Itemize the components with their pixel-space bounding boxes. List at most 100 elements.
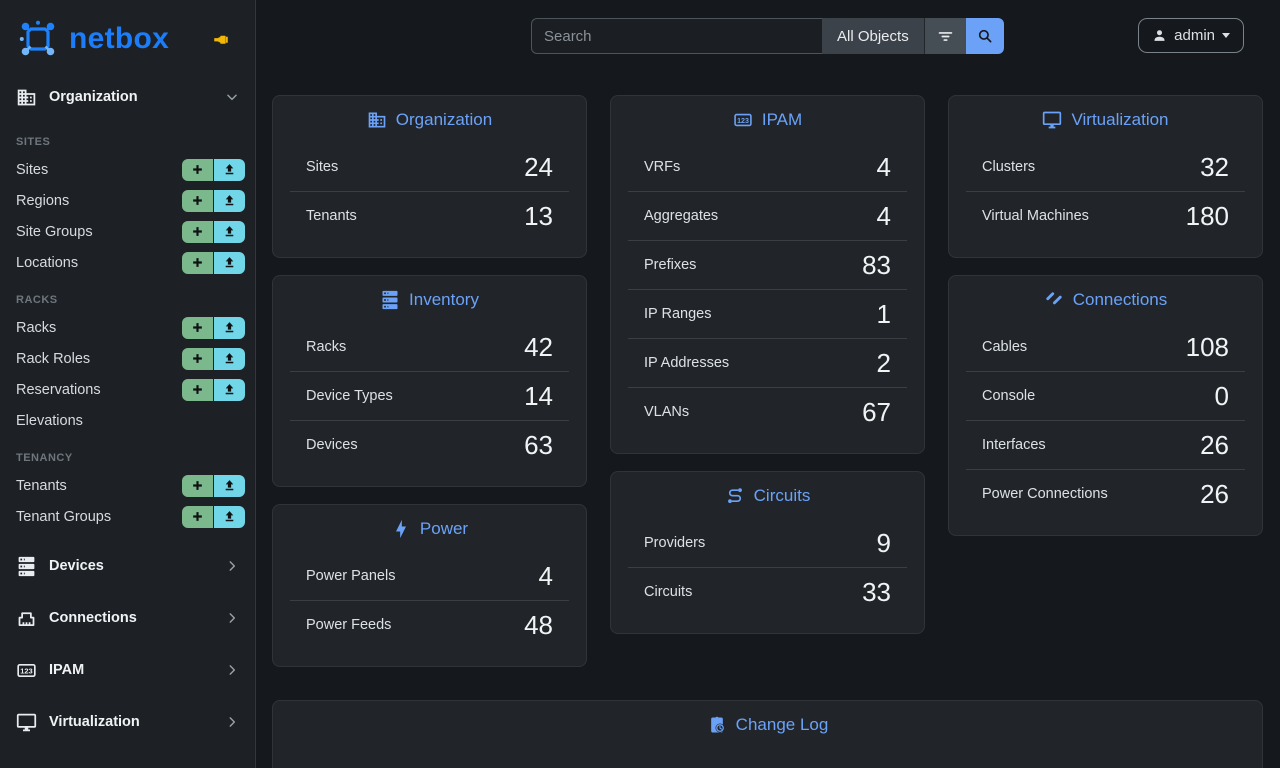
add-button[interactable] xyxy=(182,158,213,181)
chevron-down-icon xyxy=(225,90,239,104)
sidebar-item-label: Rack Roles xyxy=(16,350,91,367)
stat-value: 14 xyxy=(524,381,553,411)
sidebar-group-label: Connections xyxy=(49,610,137,626)
sidebar-group-label: Virtualization xyxy=(49,714,140,730)
stat-row-aggregates[interactable]: Aggregates 4 xyxy=(628,191,907,240)
add-button[interactable] xyxy=(182,474,213,497)
section-title-tenancy: TENANCY xyxy=(16,452,73,464)
sidebar-item-reservations[interactable]: Reservations xyxy=(0,374,255,405)
import-button[interactable] xyxy=(214,347,245,370)
stat-value: 24 xyxy=(524,151,553,182)
add-button[interactable] xyxy=(182,189,213,212)
stat-row-ip-addresses[interactable]: IP Addresses 2 xyxy=(628,338,907,387)
stat-value: 83 xyxy=(862,250,891,280)
stat-row-power-connections[interactable]: Power Connections 26 xyxy=(966,469,1245,518)
server-icon xyxy=(16,556,37,577)
import-button[interactable] xyxy=(214,189,245,212)
chevron-right-icon xyxy=(225,715,239,729)
sidebar-item-label: Elevations xyxy=(16,412,83,429)
stat-value: 0 xyxy=(1214,381,1229,411)
username: admin xyxy=(1174,27,1215,44)
stat-row-racks[interactable]: Racks 42 xyxy=(306,331,553,362)
stat-row-circuits[interactable]: Circuits 33 xyxy=(628,567,907,616)
upload-icon xyxy=(223,225,236,238)
sidebar-item-rack-roles[interactable]: Rack Roles xyxy=(0,343,255,374)
stat-row-sites[interactable]: Sites 24 xyxy=(306,151,553,182)
import-button[interactable] xyxy=(214,505,245,528)
add-button[interactable] xyxy=(182,316,213,339)
import-button[interactable] xyxy=(214,220,245,243)
sidebar-group-devices[interactable]: Devices xyxy=(0,540,255,592)
stat-row-vrfs[interactable]: VRFs 4 xyxy=(644,151,891,182)
sidebar-item-elevations[interactable]: Elevations xyxy=(0,405,255,436)
sidebar: netbox Organization SITES Sites Regions xyxy=(0,0,256,768)
import-button[interactable] xyxy=(214,474,245,497)
transit-icon xyxy=(725,486,745,506)
plus-icon xyxy=(191,163,204,176)
sidebar-item-racks[interactable]: Racks xyxy=(0,312,255,343)
sidebar-item-tenants[interactable]: Tenants xyxy=(0,470,255,501)
sidebar-item-label: Regions xyxy=(16,192,70,209)
stat-value: 26 xyxy=(1200,479,1229,509)
import-button[interactable] xyxy=(214,316,245,339)
card-title: Virtualization xyxy=(949,96,1262,142)
stat-row-device-types[interactable]: Device Types 14 xyxy=(290,371,569,420)
stat-row-power-panels[interactable]: Power Panels 4 xyxy=(306,560,553,591)
stat-row-vlans[interactable]: VLANs 67 xyxy=(628,387,907,436)
search-button[interactable] xyxy=(965,18,1004,54)
counter-icon xyxy=(733,110,753,130)
sidebar-item-tenant-groups[interactable]: Tenant Groups xyxy=(0,501,255,532)
card-title: Change Log xyxy=(273,701,1262,747)
search-input[interactable] xyxy=(531,18,822,54)
user-menu-button[interactable]: admin xyxy=(1138,18,1244,53)
stat-row-clusters[interactable]: Clusters 32 xyxy=(982,151,1229,182)
sidebar-item-label: Tenant Groups xyxy=(16,508,112,525)
sidebar-group-connections[interactable]: Connections xyxy=(0,592,255,644)
sidebar-group-virtualization[interactable]: Virtualization xyxy=(0,696,255,748)
sidebar-item-locations[interactable]: Locations xyxy=(0,247,255,278)
stat-row-virtual-machines[interactable]: Virtual Machines 180 xyxy=(966,191,1245,240)
filter-icon xyxy=(936,27,955,46)
sidebar-group-ipam[interactable]: IPAM xyxy=(0,644,255,696)
sidebar-item-label: Site Groups xyxy=(16,223,93,240)
add-button[interactable] xyxy=(182,347,213,370)
import-button[interactable] xyxy=(214,251,245,274)
stat-row-ip-ranges[interactable]: IP Ranges 1 xyxy=(628,289,907,338)
brand-name[interactable]: netbox xyxy=(69,22,170,55)
stat-row-devices[interactable]: Devices 63 xyxy=(290,420,569,469)
stat-row-tenants[interactable]: Tenants 13 xyxy=(290,191,569,240)
search-scope-dropdown[interactable]: All Objects xyxy=(822,18,924,54)
card-title: Connections xyxy=(949,276,1262,322)
stat-row-prefixes[interactable]: Prefixes 83 xyxy=(628,240,907,289)
add-button[interactable] xyxy=(182,220,213,243)
sidebar-item-regions[interactable]: Regions xyxy=(0,185,255,216)
sidebar-item-sites[interactable]: Sites xyxy=(0,154,255,185)
stat-value: 180 xyxy=(1185,201,1229,231)
stat-row-providers[interactable]: Providers 9 xyxy=(644,527,891,558)
stat-row-console[interactable]: Console 0 xyxy=(966,371,1245,420)
sidebar-group-organization[interactable]: Organization xyxy=(0,74,255,120)
stat-value: 4 xyxy=(876,201,891,231)
stat-value: 1 xyxy=(876,299,891,329)
sidebar-item-site-groups[interactable]: Site Groups xyxy=(0,216,255,247)
stat-value: 2 xyxy=(876,348,891,378)
add-button[interactable] xyxy=(182,505,213,528)
import-button[interactable] xyxy=(214,378,245,401)
stat-row-interfaces[interactable]: Interfaces 26 xyxy=(966,420,1245,469)
netbox-logo[interactable] xyxy=(16,17,60,61)
stat-value: 67 xyxy=(862,397,891,427)
add-button[interactable] xyxy=(182,251,213,274)
card-title: Organization xyxy=(273,96,586,142)
pin-icon[interactable] xyxy=(212,30,230,48)
stat-value: 4 xyxy=(876,151,891,182)
card-ipam: IPAM VRFs 4 Aggregates 4 Prefixes 83 xyxy=(610,95,925,454)
sidebar-nav: Organization SITES Sites Regions Site G xyxy=(0,74,255,748)
import-button[interactable] xyxy=(214,158,245,181)
add-button[interactable] xyxy=(182,378,213,401)
card-title: Power xyxy=(273,505,586,551)
upload-icon xyxy=(223,510,236,523)
monitor-icon xyxy=(1042,110,1062,130)
stat-row-power-feeds[interactable]: Power Feeds 48 xyxy=(290,600,569,649)
stat-row-cables[interactable]: Cables 108 xyxy=(982,331,1229,362)
filter-button[interactable] xyxy=(923,18,966,54)
